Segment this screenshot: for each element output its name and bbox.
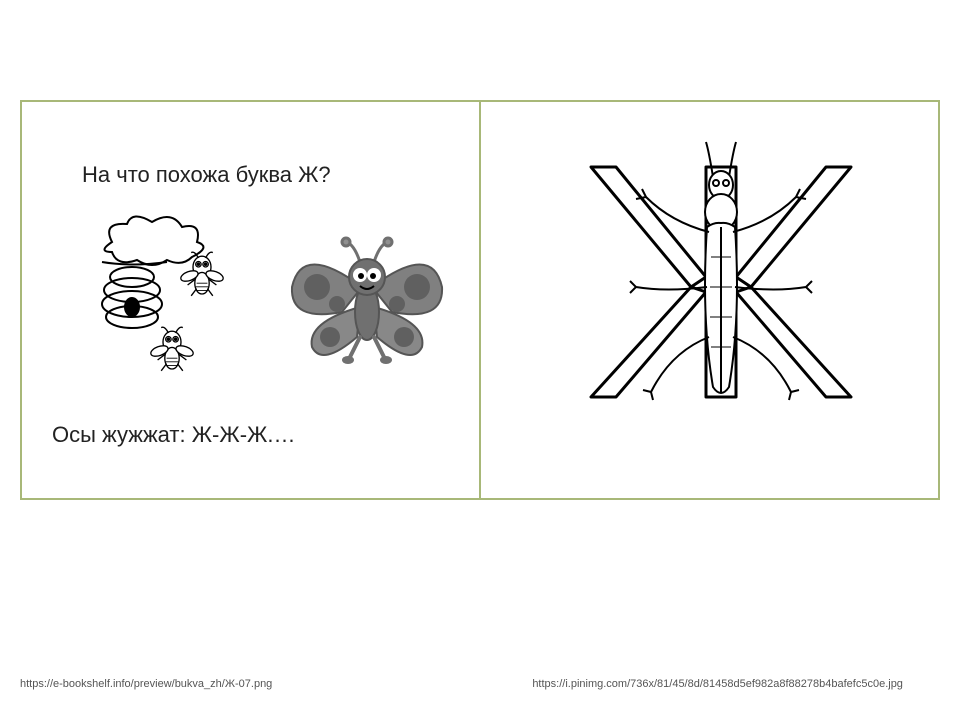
left-panel: На что похожа буква Ж?: [22, 102, 481, 498]
footer-link-1: https://e-bookshelf.info/preview/bukva_z…: [20, 678, 272, 690]
question-text: На что похожа буква Ж?: [82, 162, 459, 188]
illustration-area: [52, 212, 452, 382]
slide-frame: На что похожа буква Ж?: [20, 100, 940, 500]
butterfly-illustration: [282, 232, 452, 372]
right-panel: [481, 102, 938, 498]
footer-links: https://e-bookshelf.info/preview/bukva_z…: [20, 678, 940, 690]
letter-zh-beetle-illustration: [561, 137, 881, 427]
hive-wasps-illustration: [72, 212, 262, 382]
answer-text: Осы жужжат: Ж-Ж-Ж.…: [52, 422, 295, 448]
footer-link-2: https://i.pinimg.com/736x/81/45/8d/81458…: [532, 678, 903, 690]
